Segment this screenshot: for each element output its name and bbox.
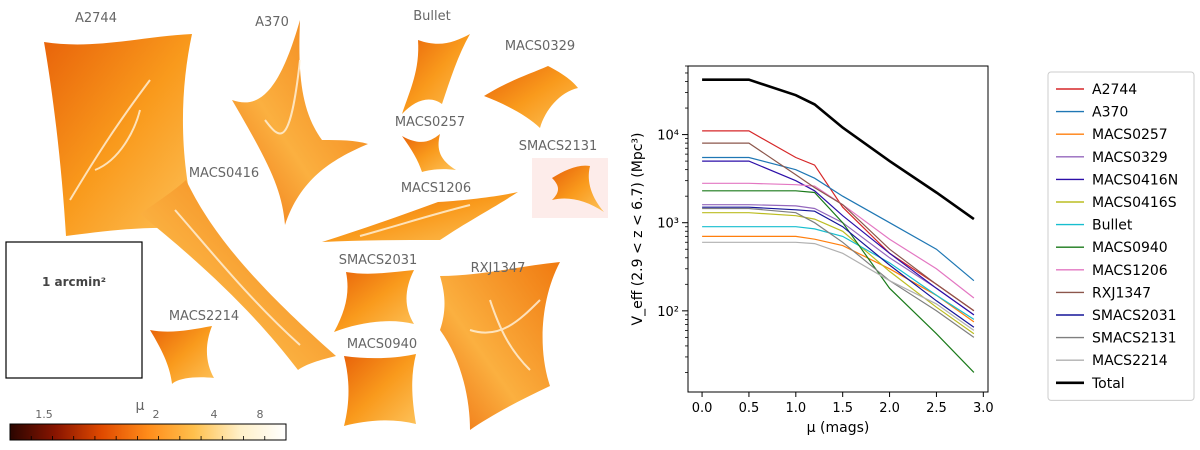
series-line-rxj1347: [702, 142, 975, 312]
series-line-smacs2031: [702, 206, 975, 328]
cluster-macs1206-map: MACS1206: [322, 181, 518, 242]
legend-entry-label: A2744: [1092, 82, 1137, 98]
scale-box: 1 arcmin²: [5, 241, 143, 379]
cluster-bullet-map: Bullet: [402, 9, 470, 114]
colorbar-label: μ: [136, 398, 145, 414]
x-tick-label: 3.0: [973, 401, 994, 416]
cluster-smacs2131-map: SMACS2131: [519, 139, 608, 218]
lens-map-panel: A2744 A370 Bullet MACS0329 MACS0257 SMAC…: [5, 9, 608, 441]
cluster-a370-map: A370: [232, 15, 368, 225]
colorbar-gradient: [9, 423, 287, 441]
series-line-smacs2131: [702, 207, 975, 338]
x-tick-label: 2.0: [879, 401, 900, 416]
legend-entry-label: Total: [1091, 376, 1125, 392]
y-tick-label: 10⁴: [657, 129, 679, 144]
cluster-label: MACS1206: [401, 181, 471, 196]
series-line-macs0329: [702, 204, 975, 316]
cluster-label: MACS0257: [395, 115, 465, 130]
x-tick-label: 2.5: [926, 401, 947, 416]
cluster-label: Bullet: [413, 9, 450, 24]
legend-entry-label: RXJ1347: [1092, 285, 1151, 301]
legend-entry-label: MACS0940: [1092, 240, 1168, 256]
y-axis-label: V_eff (2.9 < z < 6.7) (Mpc³): [630, 133, 646, 326]
legend-entry-label: A370: [1092, 105, 1128, 121]
colorbar: μ 1.5 2 4 8: [9, 398, 287, 441]
legend-entry-label: SMACS2131: [1092, 331, 1177, 347]
series-line-macs2214: [702, 241, 975, 331]
legend-entry-label: MACS0257: [1092, 127, 1168, 143]
cluster-smacs2031-map: SMACS2031: [334, 253, 417, 332]
cluster-macs0329-map: MACS0329: [484, 39, 578, 128]
y-tick-label: 10²: [657, 305, 679, 320]
series-line-macs0416s: [702, 212, 975, 335]
legend: [1047, 71, 1195, 401]
series-line-macs1206: [702, 182, 975, 299]
chart-canvas: 0.0 0.5 1.0 1.5 2.0 2.5 3.0 10² 10³ 10⁴ μ (mags) V_…: [630, 65, 1195, 436]
cluster-label: A370: [255, 15, 289, 30]
series-line-total: [702, 78, 975, 221]
chart-panel: 0.0 0.5 1.0 1.5 2.0 2.5 3.0 10² 10³ 10⁴ μ (mags) V_…: [620, 0, 1200, 446]
cluster-label: A2744: [75, 11, 117, 26]
legend-entry-label: MACS2214: [1092, 353, 1168, 369]
cluster-a2744-map: A2744: [44, 11, 198, 236]
legend-entry-label: MACS1206: [1092, 263, 1168, 279]
legend-entry-label: MACS0416N: [1092, 172, 1178, 188]
scale-box-label: 1 arcmin²: [42, 275, 106, 289]
cluster-label: MACS2214: [169, 309, 239, 324]
x-tick-label: 0.5: [739, 401, 760, 416]
cluster-label: SMACS2031: [339, 253, 418, 268]
cluster-label: SMACS2131: [519, 139, 598, 154]
x-tick-label: 1.5: [832, 401, 853, 416]
y-tick-label: 10³: [657, 217, 679, 232]
x-axis-label: μ (mags): [807, 420, 870, 436]
series-line-macs0940: [702, 190, 975, 373]
colorbar-tick-label: 2: [153, 408, 160, 421]
series-line-macs0257: [702, 235, 975, 323]
colorbar-tick-label: 4: [211, 408, 218, 421]
series-line-a370: [702, 156, 975, 282]
series-line-macs0416n: [702, 160, 975, 316]
legend-entry-label: MACS0416S: [1092, 195, 1177, 211]
cluster-label: MACS0940: [347, 337, 417, 352]
cluster-macs2214-map: MACS2214: [150, 309, 239, 384]
cluster-macs0257-map: MACS0257: [395, 115, 465, 172]
cluster-macs0416-map: MACS0416: [140, 166, 336, 370]
colorbar-tick-label: 1.5: [35, 408, 53, 421]
cluster-label: MACS0416: [189, 166, 259, 181]
cluster-label: RXJ1347: [471, 261, 526, 276]
legend-entry-label: MACS0329: [1092, 150, 1168, 166]
x-tick-label: 1.0: [785, 401, 806, 416]
x-tick-label: 0.0: [692, 401, 713, 416]
legend-entry-label: Bullet: [1092, 218, 1133, 234]
cluster-rxj1347-map: RXJ1347: [440, 261, 560, 430]
cluster-label: MACS0329: [505, 39, 575, 54]
legend-entry-label: SMACS2031: [1092, 308, 1177, 324]
cluster-macs0940-map: MACS0940: [344, 337, 417, 426]
lens-map-canvas: A2744 A370 Bullet MACS0329 MACS0257 SMAC…: [5, 9, 608, 441]
colorbar-tick-label: 8: [257, 408, 264, 421]
